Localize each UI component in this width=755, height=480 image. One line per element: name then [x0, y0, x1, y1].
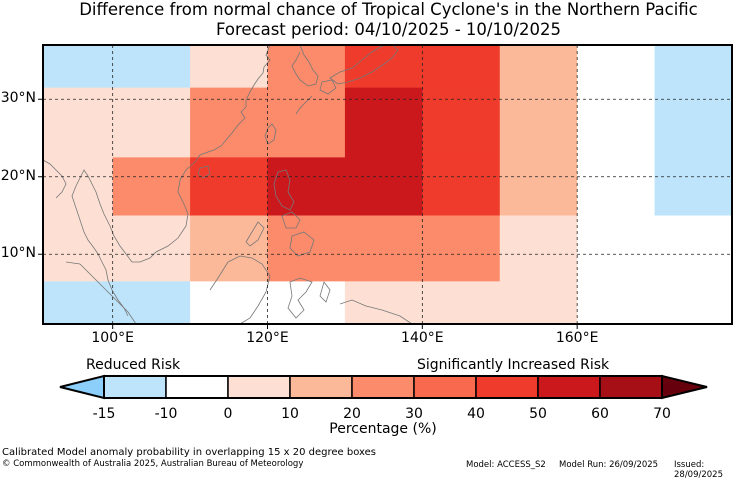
coastline-indochina	[71, 161, 196, 317]
anomaly-cell	[422, 281, 501, 324]
map-title-line2: Forecast period: 04/10/2025 - 10/10/2025	[215, 20, 562, 39]
colorbar-frame	[103, 375, 663, 399]
anomaly-cell	[422, 45, 501, 89]
colorbar-bin	[103, 375, 167, 399]
anomaly-cell	[654, 157, 732, 216]
forecast-map	[38, 44, 733, 400]
anomaly-cell	[267, 215, 501, 282]
colorbar-tick-label: -15	[92, 406, 116, 422]
anomaly-cell	[499, 45, 578, 89]
anomaly-cell	[344, 281, 423, 324]
colorbar-bin	[537, 375, 601, 399]
lat-label-20n: 20°N	[0, 167, 36, 184]
graticule	[43, 45, 732, 324]
footer-note: Calibrated Model anomaly probability in …	[2, 447, 377, 458]
footer-model-run: Model Run: 26/09/2025	[559, 460, 659, 470]
colorbar-bin	[351, 375, 415, 399]
colorbar-tick-label: 50	[529, 406, 547, 422]
anomaly-cell	[43, 157, 114, 216]
colorbar-bin	[165, 375, 229, 399]
colorbar-bin	[227, 375, 291, 399]
coastline-mindanao	[289, 231, 315, 257]
colorbar-tick-label: 40	[467, 406, 485, 422]
colorbar-bin	[289, 375, 353, 399]
increased-risk-label: Significantly Increased Risk	[417, 357, 610, 373]
anomaly-cell	[43, 281, 191, 324]
anomaly-cell	[654, 87, 732, 158]
anomaly-cell	[112, 215, 191, 282]
colorbar-tick-label: 60	[591, 406, 609, 422]
anomaly-cell	[577, 45, 656, 89]
anomaly-cell	[112, 87, 191, 158]
coastline-hainan	[197, 165, 211, 179]
axis-ticks	[38, 98, 578, 329]
coastline-bengal	[43, 159, 67, 199]
coastline-borneo	[209, 255, 271, 324]
coastline-taiwan	[264, 123, 277, 145]
anomaly-cell	[344, 45, 423, 89]
anomaly-cell	[344, 87, 423, 158]
anomaly-cell	[190, 157, 269, 216]
footer-issued: Issued: 28/09/2025	[674, 460, 723, 480]
anomaly-cell	[499, 157, 578, 216]
anomaly-cell	[499, 281, 578, 324]
coastline-sulawesi	[287, 277, 313, 319]
colorbar-tick-label: 10	[281, 406, 299, 422]
colorbar-bin	[599, 375, 663, 399]
anomaly-cell	[43, 45, 191, 89]
colorbar	[59, 374, 708, 400]
colorbar-under-arrow	[59, 374, 105, 400]
coastline-palawan	[245, 221, 265, 247]
colorbar-tick-label: 30	[405, 406, 423, 422]
coastline-korea	[291, 45, 319, 87]
lon-label-100e: 100°E	[91, 330, 134, 346]
anomaly-cell	[499, 87, 578, 158]
coastline-new-guinea	[339, 299, 413, 324]
colorbar-tick-label: 70	[653, 406, 671, 422]
coastline-sumatra	[65, 261, 137, 324]
lon-label-160e: 160°E	[555, 330, 599, 346]
map-title-line1: Difference from normal chance of Tropica…	[79, 0, 698, 19]
anomaly-cell	[267, 157, 423, 216]
footer-copyright: © Commonwealth of Australia 2025, Austra…	[2, 459, 304, 469]
anomaly-grid	[43, 45, 732, 324]
reduced-risk-label: Reduced Risk	[86, 357, 181, 373]
coastline-china	[194, 45, 271, 163]
coastline-kyushu	[319, 79, 337, 95]
anomaly-cell	[43, 215, 114, 282]
colorbar-tick-label: 20	[343, 406, 361, 422]
anomaly-cell	[577, 215, 732, 282]
map-frame	[42, 44, 733, 325]
anomaly-cell	[499, 215, 578, 282]
colorbar-tick-label: -10	[154, 406, 178, 422]
colorbar-title: Percentage (%)	[329, 421, 437, 437]
anomaly-cell	[112, 157, 191, 216]
coastline	[43, 45, 413, 324]
lat-label-10n: 10°N	[0, 245, 36, 262]
anomaly-cell	[422, 157, 501, 216]
colorbar-bin	[475, 375, 539, 399]
colorbar-over-arrow	[661, 374, 708, 400]
anomaly-cell	[654, 45, 732, 89]
anomaly-cell	[577, 87, 656, 158]
anomaly-cell	[577, 157, 656, 216]
anomaly-cell	[267, 45, 346, 89]
coastline-luzon	[273, 169, 295, 211]
lon-label-120e: 120°E	[246, 330, 289, 346]
coastline-japan	[329, 45, 399, 85]
footer-model: Model: ACCESS_S2	[466, 460, 546, 470]
anomaly-cell	[190, 45, 269, 89]
coastline-halmahera	[319, 281, 331, 303]
lat-label-30n: 30°N	[0, 90, 36, 107]
anomaly-cell	[577, 281, 732, 324]
lon-label-140e: 140°E	[401, 330, 444, 346]
colorbar-tick-label: 0	[223, 406, 233, 422]
colorbar-bin	[413, 375, 477, 399]
coastline-visayas	[281, 211, 301, 229]
anomaly-cell	[43, 87, 114, 158]
anomaly-cell	[422, 87, 501, 158]
